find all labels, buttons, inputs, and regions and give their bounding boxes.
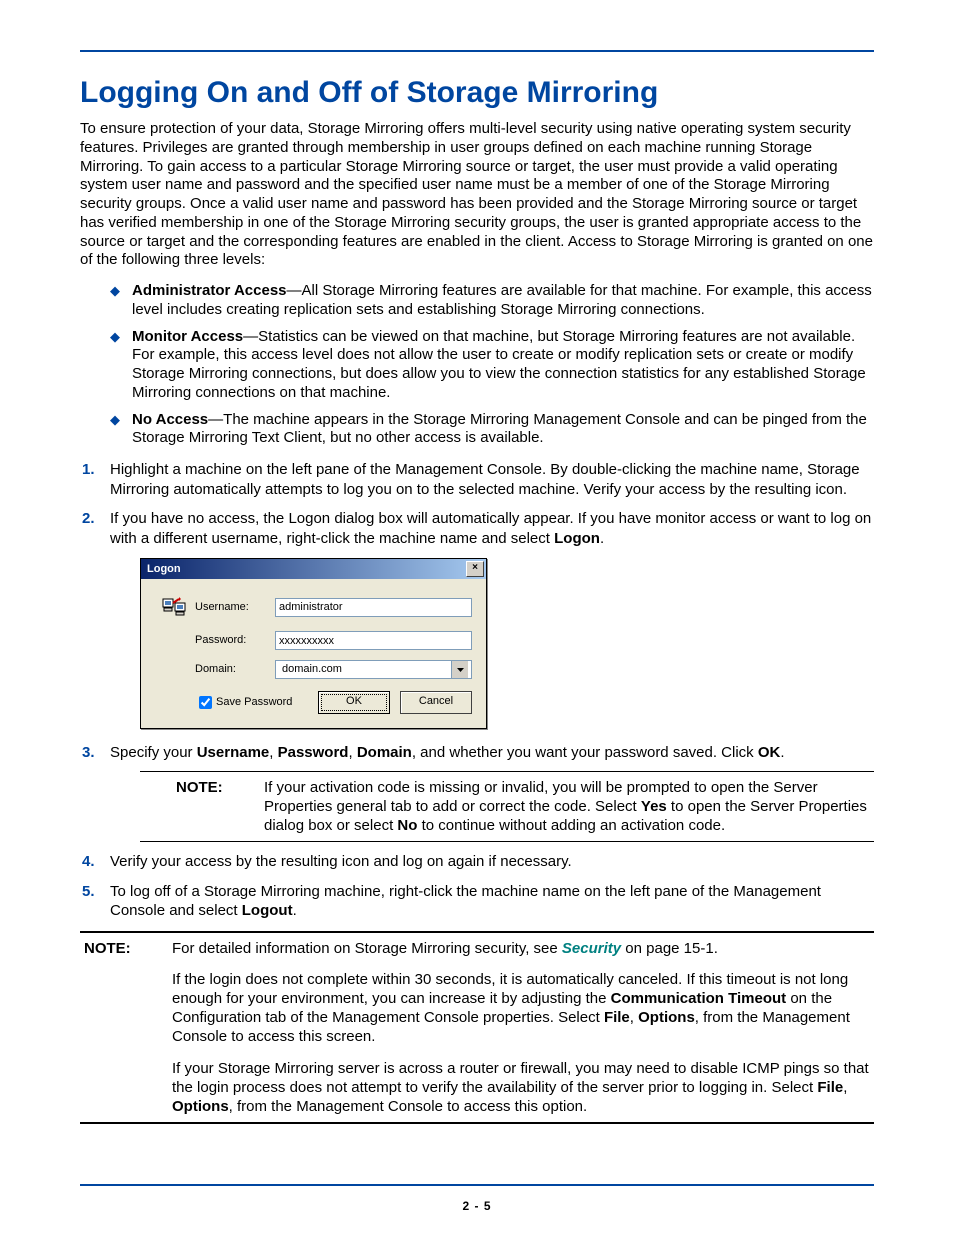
footer-rule	[80, 1184, 874, 1186]
access-level-item: Monitor Access—Statistics can be viewed …	[110, 328, 874, 403]
domain-value: domain.com	[279, 662, 451, 676]
access-level-desc: —The machine appears in the Storage Mirr…	[132, 411, 867, 447]
page-title: Logging On and Off of Storage Mirroring	[80, 76, 874, 110]
step-item: To log off of a Storage Mirroring machin…	[80, 882, 874, 921]
username-input[interactable]	[275, 598, 472, 617]
password-label: Password:	[195, 633, 275, 647]
page-number: 2 - 5	[0, 1199, 954, 1213]
note-box-bottom: NOTE: For detailed information on Storag…	[80, 931, 874, 1125]
username-label: Username:	[195, 600, 275, 614]
note-label: NOTE:	[80, 939, 172, 1117]
access-level-item: Administrator Access—All Storage Mirrori…	[110, 282, 874, 320]
step-item: Verify your access by the resulting icon…	[80, 852, 874, 872]
steps-list: Highlight a machine on the left pane of …	[80, 460, 874, 921]
header-rule	[80, 50, 874, 52]
security-link[interactable]: Security	[562, 940, 621, 957]
step-item: Highlight a machine on the left pane of …	[80, 460, 874, 499]
access-level-term: Administrator Access	[132, 282, 287, 299]
close-icon[interactable]: ×	[466, 561, 484, 577]
dialog-titlebar: Logon ×	[141, 559, 486, 579]
intro-paragraph: To ensure protection of your data, Stora…	[80, 120, 874, 270]
step-item: Specify your Username, Password, Domain,…	[80, 743, 874, 842]
domain-label: Domain:	[195, 662, 275, 676]
dialog-body: Username: Password: Domain:	[141, 579, 486, 728]
logon-dialog: Logon ×	[140, 558, 487, 729]
document-page: Logging On and Off of Storage Mirroring …	[0, 0, 954, 1235]
domain-combo[interactable]: domain.com	[275, 660, 472, 679]
access-level-list: Administrator Access—All Storage Mirrori…	[80, 282, 874, 448]
note-body: For detailed information on Storage Mirr…	[172, 939, 874, 1117]
step-item: If you have no access, the Logon dialog …	[80, 509, 874, 729]
password-input[interactable]	[275, 631, 472, 650]
logon-dialog-figure: Logon ×	[140, 558, 874, 729]
save-password-label: Save Password	[216, 695, 292, 709]
note-label: NOTE:	[140, 778, 264, 836]
cancel-button[interactable]: Cancel	[400, 691, 472, 714]
dialog-title: Logon	[147, 562, 181, 576]
ok-button[interactable]: OK	[318, 691, 390, 714]
save-password-checkbox[interactable]	[199, 696, 212, 709]
note-box: NOTE: If your activation code is missing…	[140, 771, 874, 843]
note-body: If your activation code is missing or in…	[264, 778, 874, 836]
access-level-item: No Access—The machine appears in the Sto…	[110, 411, 874, 449]
access-level-desc: —Statistics can be viewed on that machin…	[132, 328, 866, 401]
logon-icon	[155, 593, 195, 621]
access-level-term: Monitor Access	[132, 328, 243, 345]
access-level-term: No Access	[132, 411, 208, 428]
chevron-down-icon[interactable]	[451, 661, 468, 678]
